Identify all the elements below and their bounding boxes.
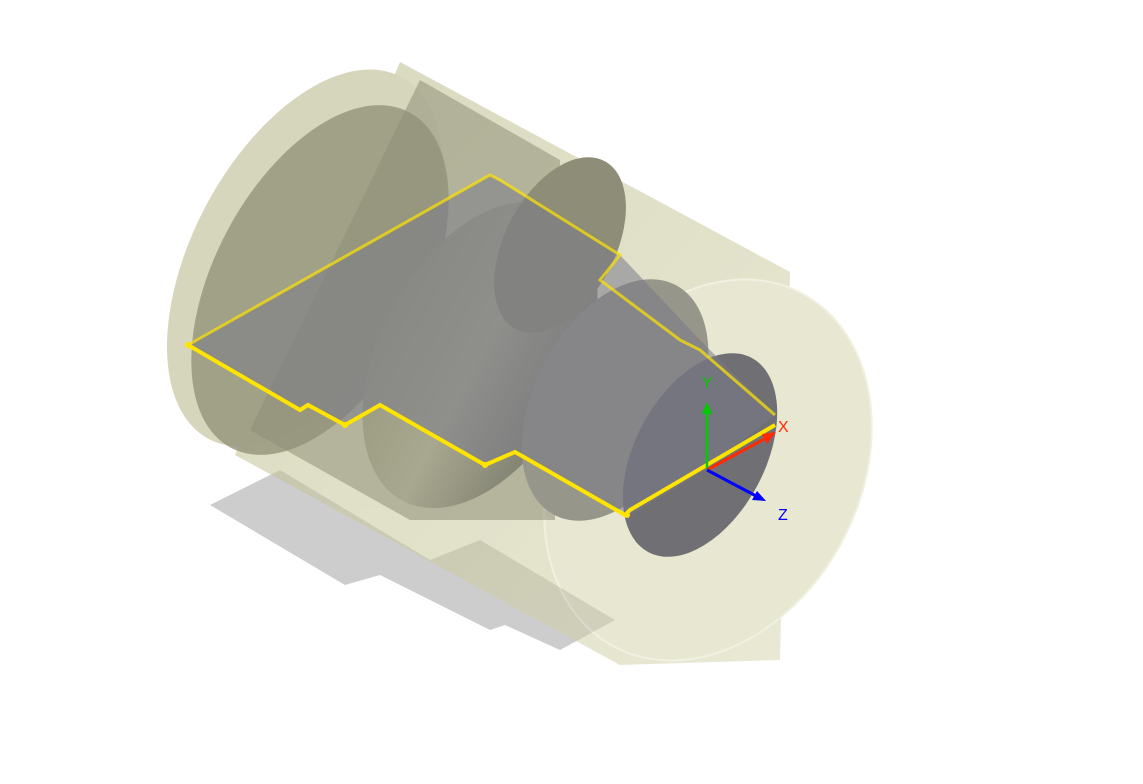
x-arrow-icon <box>762 432 776 444</box>
axis-triad: Y X Z <box>702 375 789 524</box>
x-axis-label: X <box>778 419 789 436</box>
z-arrow-icon <box>752 491 766 501</box>
y-arrow-icon <box>702 402 712 414</box>
z-axis-label: Z <box>778 507 788 524</box>
turning-profile[interactable] <box>185 173 777 518</box>
section-plane <box>188 175 775 515</box>
z-axis <box>706 468 759 499</box>
x-axis <box>706 435 769 472</box>
y-axis-label: Y <box>702 375 713 392</box>
